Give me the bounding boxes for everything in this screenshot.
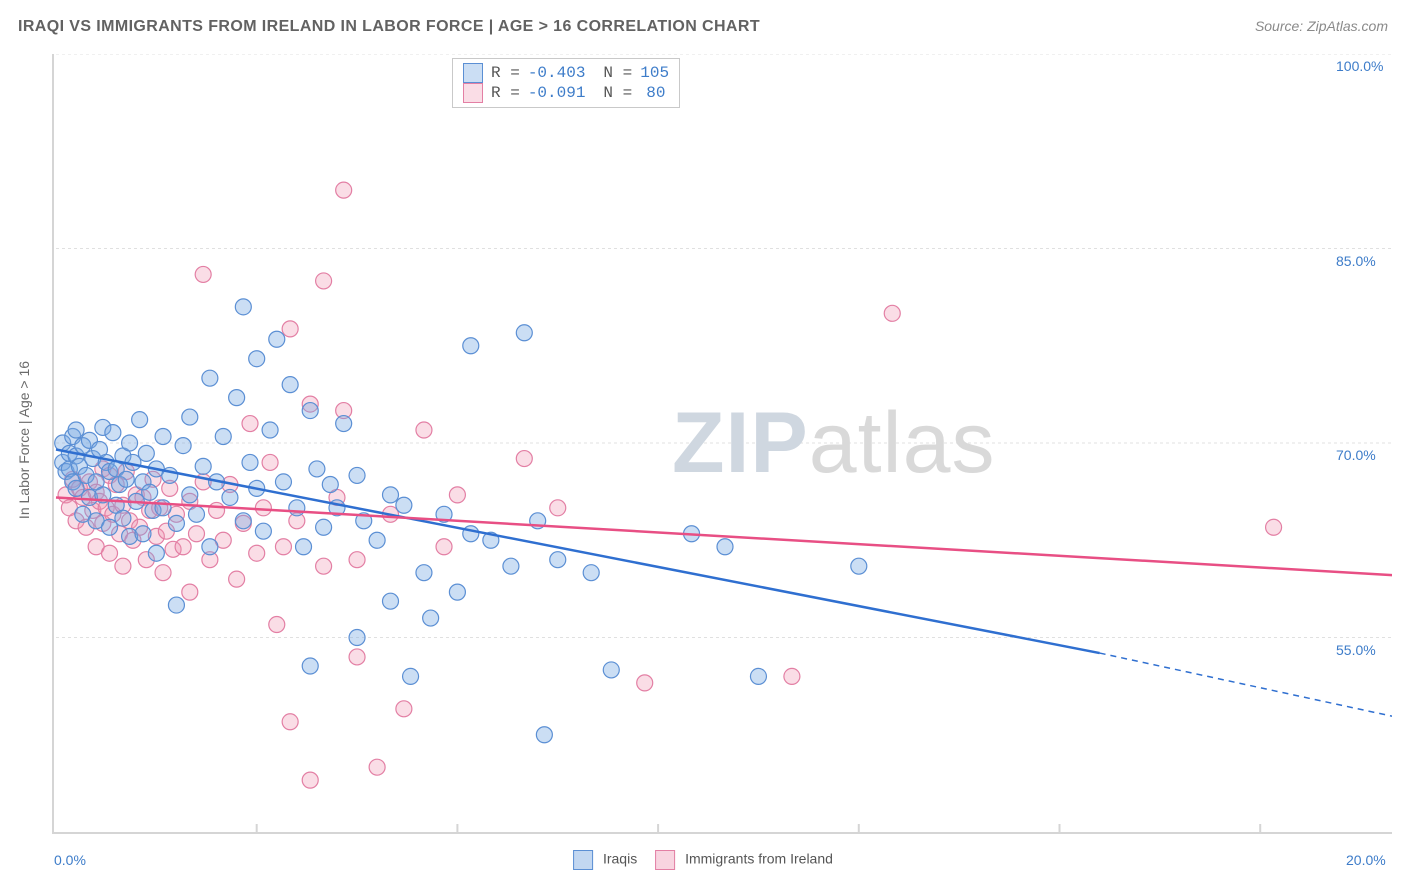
series-legend: Iraqis Immigrants from Ireland [573, 850, 833, 870]
scatter-plot [52, 54, 1392, 834]
legend-row-iraqis: R = -0.403 N = 105 [463, 63, 669, 83]
legend-label-ireland: Immigrants from Ireland [685, 851, 833, 867]
legend-label-iraqis: Iraqis [603, 851, 637, 867]
x-tick-label: 20.0% [1346, 852, 1386, 868]
n-value-ireland: 80 [646, 84, 665, 102]
chart-header: IRAQI VS IMMIGRANTS FROM IRELAND IN LABO… [18, 18, 1388, 36]
correlation-legend: R = -0.403 N = 105 R = -0.091 N = 80 [452, 58, 680, 108]
n-label: N = [603, 84, 632, 102]
legend-row-ireland: R = -0.091 N = 80 [463, 83, 669, 103]
chart-title: IRAQI VS IMMIGRANTS FROM IRELAND IN LABO… [18, 18, 760, 36]
y-tick-label: 85.0% [1336, 253, 1376, 269]
y-tick-label: 55.0% [1336, 642, 1376, 658]
r-value-ireland: -0.091 [528, 84, 586, 102]
r-value-iraqis: -0.403 [528, 64, 586, 82]
swatch-iraqis [573, 850, 593, 870]
legend-item-ireland: Immigrants from Ireland [655, 850, 833, 870]
swatch-ireland [655, 850, 675, 870]
r-label: R = [491, 84, 520, 102]
y-axis-label: In Labor Force | Age > 16 [16, 361, 32, 519]
r-label: R = [491, 64, 520, 82]
swatch-ireland [463, 83, 483, 103]
plot-container: ZIPatlas R = -0.403 N = 105 R = -0.091 N… [52, 54, 1392, 834]
y-tick-label: 100.0% [1336, 58, 1383, 74]
y-tick-label: 70.0% [1336, 447, 1376, 463]
swatch-iraqis [463, 63, 483, 83]
source-attribution: Source: ZipAtlas.com [1255, 18, 1388, 34]
n-label: N = [603, 64, 632, 82]
n-value-iraqis: 105 [640, 64, 669, 82]
x-tick-label: 0.0% [54, 852, 86, 868]
legend-item-iraqis: Iraqis [573, 850, 637, 870]
